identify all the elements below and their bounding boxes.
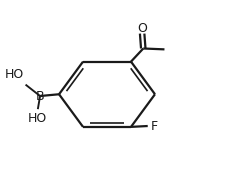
Text: O: O xyxy=(137,22,147,35)
Text: HO: HO xyxy=(28,112,47,125)
Text: B: B xyxy=(35,90,44,103)
Text: HO: HO xyxy=(5,69,24,82)
Text: F: F xyxy=(150,119,157,132)
